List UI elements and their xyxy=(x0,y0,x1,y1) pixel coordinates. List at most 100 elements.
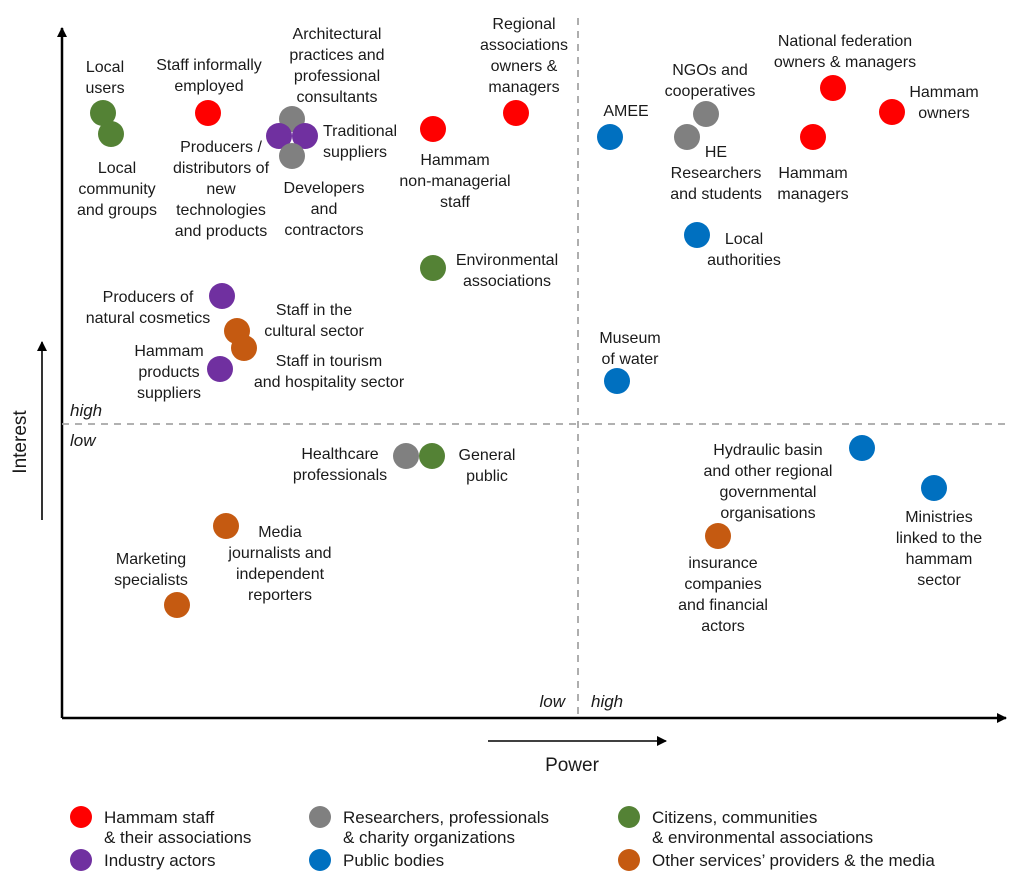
healthcare-label-line: Healthcare xyxy=(301,446,378,463)
local-community-label-line: and groups xyxy=(77,202,157,219)
staff-informal-label: Staff informally employed xyxy=(156,57,262,95)
staff-tourism-label-line: and hospitality sector xyxy=(254,374,405,391)
legend-swatch-researchers xyxy=(309,806,331,828)
local-community-label: Local community and groups xyxy=(77,160,157,219)
legend-label-line: & environmental associations xyxy=(652,828,873,847)
national-federation-label-line: owners & managers xyxy=(774,54,916,71)
media-label-line: Media xyxy=(258,524,302,541)
ministries-label-line: linked to the xyxy=(896,530,982,547)
legend-label-line: & charity organizations xyxy=(343,828,515,847)
ngos-label: NGOs and cooperatives xyxy=(665,62,756,100)
insurance-label-line: companies xyxy=(684,576,761,593)
hammam-nonmanagerial-label-line: Hammam xyxy=(420,152,489,169)
amee-label-line: AMEE xyxy=(603,103,648,120)
insurance-label-line: and financial xyxy=(678,597,768,614)
hydraulic-basin-label-line: and other regional xyxy=(704,463,833,480)
ministries-label-line: sector xyxy=(917,572,961,589)
environmental-associations-label-line: Environmental xyxy=(456,252,558,269)
museum-water-label: Museum of water xyxy=(599,330,660,368)
hammam-owners-marker xyxy=(879,99,905,125)
hammam-managers-marker xyxy=(800,124,826,150)
staff-cultural-label-line: Staff in the xyxy=(276,302,352,319)
staff-informal-marker xyxy=(195,100,221,126)
he-researchers-label-line: HE xyxy=(705,144,727,161)
producers-cosmetics-marker xyxy=(209,283,235,309)
traditional-suppliers-label-line: suppliers xyxy=(323,144,387,161)
he-researchers-label-line: Researchers xyxy=(671,165,762,182)
interest-high-label: high xyxy=(70,401,102,420)
local-community-marker xyxy=(98,121,124,147)
environmental-associations-marker xyxy=(420,255,446,281)
legend-swatch-services xyxy=(618,849,640,871)
national-federation-label: National federation owners & managers xyxy=(774,33,916,71)
legend-swatch-hammam xyxy=(70,806,92,828)
healthcare-label: Healthcare professionals xyxy=(293,446,387,484)
general-public-label-line: public xyxy=(466,468,508,485)
developers-label-line: and xyxy=(311,201,338,218)
producers-cosmetics-label-line: natural cosmetics xyxy=(86,310,211,327)
interest-axis-title: Interest xyxy=(10,410,31,474)
legend-label-line: Public bodies xyxy=(343,851,444,870)
local-authorities-label-line: authorities xyxy=(707,252,781,269)
environmental-associations-label: Environmental associations xyxy=(456,252,558,290)
hammam-owners-label-line: Hammam xyxy=(909,84,978,101)
national-federation-label-line: National federation xyxy=(778,33,912,50)
traditional-suppliers-label-line: Traditional xyxy=(323,123,397,140)
legend-label-line: Researchers, professionals xyxy=(343,808,549,827)
insurance-label-line: actors xyxy=(701,618,745,635)
regional-associations-label: Regional associations owners & managers xyxy=(480,16,568,96)
hammam-managers-label: Hammam managers xyxy=(777,165,848,203)
local-users-label: Local users xyxy=(85,59,124,97)
architectural-label: Architectural practices and professional co… xyxy=(289,26,384,106)
healthcare-label-line: professionals xyxy=(293,467,387,484)
general-public-label: General public xyxy=(459,447,516,485)
local-users-label-line: Local xyxy=(86,59,124,76)
hammam-owners-label-line: owners xyxy=(918,105,970,122)
hammam-managers-label-line: managers xyxy=(777,186,848,203)
regional-associations-marker xyxy=(503,100,529,126)
regional-associations-label-line: Regional xyxy=(492,16,555,33)
traditional-suppliers-label: Traditional suppliers xyxy=(323,123,397,161)
staff-tourism-label-line: Staff in tourism xyxy=(276,353,382,370)
legend-swatch-public xyxy=(309,849,331,871)
hammam-products-suppliers-label-line: Hammam xyxy=(134,343,203,360)
ministries-label-line: Ministries xyxy=(905,509,973,526)
amee-label: AMEE xyxy=(603,103,648,120)
local-community-label-line: community xyxy=(78,181,155,198)
legend-label-line: Other services’ providers & the media xyxy=(652,851,935,870)
legend-label-industry: Industry actors xyxy=(104,851,216,870)
media-label: Media journalists and independent reporters xyxy=(227,524,331,604)
power-high-label: high xyxy=(591,692,623,711)
insurance-label-line: insurance xyxy=(688,555,757,572)
hydraulic-basin-label-line: governmental xyxy=(720,484,817,501)
local-users-marker xyxy=(90,100,116,126)
local-community-label-line: Local xyxy=(98,160,136,177)
architectural-label-line: consultants xyxy=(297,89,378,106)
local-authorities-label-line: Local xyxy=(725,231,763,248)
media-marker xyxy=(213,513,239,539)
legend-label-line: Hammam staff xyxy=(104,808,214,827)
legend-label-line: Citizens, communities xyxy=(652,808,817,827)
producers-new-tech-label-line: technologies xyxy=(176,202,266,219)
traditional-suppliers-marker xyxy=(292,123,318,149)
legend-label-public: Public bodies xyxy=(343,851,444,870)
national-federation-marker xyxy=(820,75,846,101)
local-authorities-label: Local authorities xyxy=(707,231,781,269)
architectural-label-line: Architectural xyxy=(293,26,382,43)
media-label-line: independent xyxy=(236,566,325,583)
legend-swatch-citizens xyxy=(618,806,640,828)
staff-cultural-label: Staff in the cultural sector xyxy=(264,302,364,340)
hammam-products-suppliers-label-line: products xyxy=(138,364,199,381)
legend-label-citizens: Citizens, communities & environmental ass… xyxy=(652,808,873,847)
hammam-products-suppliers-label: Hammam products suppliers xyxy=(134,343,203,402)
hammam-nonmanagerial-label-line: staff xyxy=(440,194,471,211)
insurance-marker xyxy=(705,523,731,549)
he-researchers-label-line: and students xyxy=(670,186,762,203)
hammam-products-suppliers-label-line: suppliers xyxy=(137,385,201,402)
producers-new-tech-label-line: and products xyxy=(175,223,268,240)
hammam-managers-label-line: Hammam xyxy=(778,165,847,182)
legend-label-hammam: Hammam staff & their associations xyxy=(104,808,251,847)
producers-new-tech-label-line: distributors of xyxy=(173,160,270,177)
local-authorities-marker xyxy=(684,222,710,248)
